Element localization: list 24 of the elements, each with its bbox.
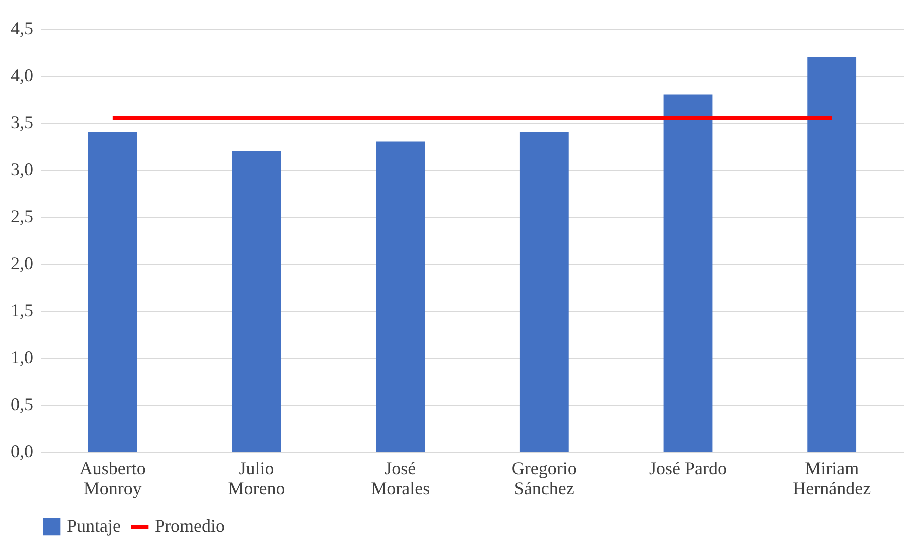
- x-tick-label: José Morales: [371, 458, 430, 498]
- y-tick-label: 1,0: [11, 348, 34, 368]
- x-tick-label: Miriam Hernández: [793, 458, 872, 498]
- bar: [376, 142, 426, 452]
- y-tick-label: 3,0: [11, 160, 34, 180]
- bar: [88, 132, 138, 452]
- y-tick-label: 4,5: [11, 18, 34, 38]
- legend-label: Puntaje: [67, 516, 121, 536]
- x-tick-label: Gregorio Sánchez: [512, 458, 577, 498]
- y-tick-label: 0,5: [11, 394, 34, 414]
- x-tick-label: Julio Moreno: [228, 458, 286, 498]
- bar: [664, 94, 713, 452]
- y-tick-label: 2,5: [11, 206, 34, 226]
- y-tick-label: 3,5: [11, 112, 34, 132]
- bar: [520, 132, 569, 452]
- bar: [232, 151, 282, 452]
- legend-label: Promedio: [155, 516, 225, 536]
- x-tick-label: Ausberto Monroy: [80, 458, 146, 498]
- x-tick-label: José Pardo: [650, 458, 727, 478]
- y-tick-label: 1,5: [11, 300, 34, 320]
- y-tick-label: 2,0: [11, 254, 34, 274]
- bar: [808, 57, 857, 452]
- y-tick-label: 4,0: [11, 66, 34, 86]
- y-tick-label: 0,0: [11, 442, 34, 462]
